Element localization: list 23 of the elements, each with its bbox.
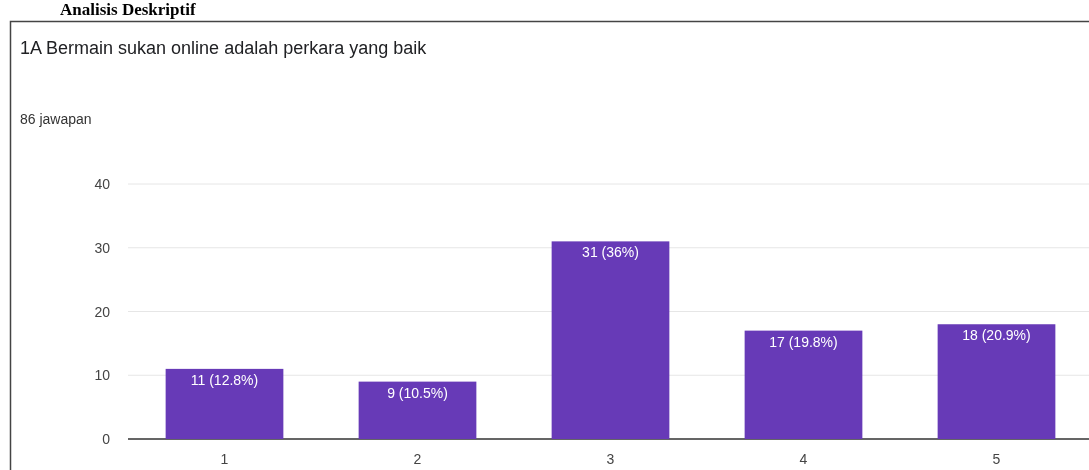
x-tick-label: 1 [220,451,229,467]
y-tick-label: 40 [94,176,111,192]
bar [744,330,863,439]
data-label: 18 (20.9%) [962,327,1031,344]
bar [551,241,670,439]
y-tick-label: 30 [94,239,111,256]
y-tick-label: 20 [94,303,111,320]
x-tick-label: 2 [413,451,422,467]
y-tick-label: 0 [102,431,111,447]
bar [937,324,1056,439]
data-label: 31 (36%) [582,244,639,261]
chart-title: 1A Bermain sukan online adalah perkara yang baik [20,37,428,60]
y-tick-label: 10 [94,367,111,384]
bar [165,368,284,439]
x-tick-label: 5 [992,451,1001,467]
chart-subtitle: 86 jawapan [20,111,92,127]
data-label: 11 (12.8%) [190,371,259,388]
data-label: 17 (19.8%) [769,333,838,350]
text: Analisis Deskriptif [60,0,196,19]
x-tick-label: 3 [606,451,615,467]
x-tick-label: 4 [799,451,808,467]
data-label: 9 (10.5%) [387,384,448,401]
bar [358,381,477,439]
